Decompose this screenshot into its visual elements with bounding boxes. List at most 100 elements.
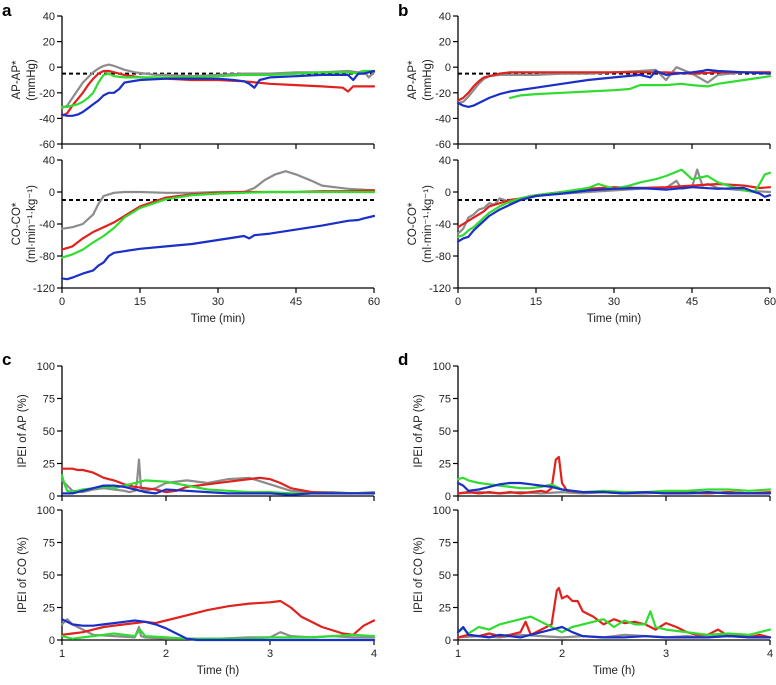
- plot-a-top: -60 -40 -20 0 20 40 AP-AP* (mmHg): [11, 11, 376, 151]
- y-tick-label: 75: [43, 538, 55, 550]
- y-tick-label: 25: [43, 459, 55, 471]
- y-tick-label: 0: [49, 62, 55, 74]
- y-axis-label: (ml·min⁻¹·kg⁻¹): [422, 185, 434, 263]
- series-line-green: [456, 168, 772, 238]
- x-tick-label: 4: [767, 648, 773, 660]
- y-tick-label: -80: [435, 251, 451, 263]
- y-tick-label: 100: [37, 361, 55, 373]
- y-tick-label: 0: [445, 187, 451, 199]
- series-line-grey: [456, 66, 772, 105]
- x-tick-label: 3: [663, 648, 669, 660]
- series-line-red: [456, 455, 772, 495]
- x-axis-label: Time (min): [191, 313, 246, 325]
- series-line-grey: [60, 170, 376, 230]
- series-line-blue: [456, 68, 772, 109]
- y-tick-label: 100: [37, 505, 55, 517]
- panel-label-b: b: [398, 1, 408, 20]
- y-axis-label: (ml·min⁻¹·kg⁻¹): [26, 185, 38, 263]
- x-tick-label: 2: [559, 648, 565, 660]
- y-axis-label: CO-CO*: [11, 202, 23, 245]
- series-line-red: [456, 71, 772, 102]
- y-tick-label: 50: [43, 570, 55, 582]
- y-tick-label: -80: [39, 251, 55, 263]
- plot-b-bottom: -120 -80 -40 0 40 0 15 30 45 60 Time (min) CO-CO* (m…: [407, 155, 776, 325]
- panel-label-a: a: [2, 1, 12, 20]
- series-line-red: [456, 586, 772, 639]
- panel-label-c: c: [2, 350, 11, 369]
- plot-c-bottom: 0 25 50 75 100 1 2 3 4 Time (h) IPEI of CO (%): [17, 505, 377, 677]
- series-line-blue: [456, 186, 772, 243]
- series-line-blue: [60, 69, 376, 117]
- x-tick-label: 1: [59, 648, 65, 660]
- y-tick-label: 75: [43, 394, 55, 406]
- series-line-grey: [60, 458, 376, 495]
- x-tick-label: 1: [455, 648, 461, 660]
- x-axis-label: Time (h): [593, 665, 636, 677]
- y-tick-label: 20: [43, 37, 55, 49]
- y-axis-label: (mmHg): [422, 59, 434, 101]
- y-tick-label: -20: [39, 88, 55, 100]
- panel-label-d: d: [398, 350, 408, 369]
- plot-b-top: -60 -40 -20 0 20 40 AP-AP* (mmHg): [407, 11, 772, 151]
- y-tick-label: 100: [433, 505, 451, 517]
- y-tick-label: -40: [39, 113, 55, 125]
- x-tick-label: 4: [371, 648, 377, 660]
- x-tick-label: 60: [368, 296, 380, 308]
- y-tick-label: -40: [435, 113, 451, 125]
- x-tick-label: 45: [686, 296, 698, 308]
- y-tick-label: 50: [439, 570, 451, 582]
- y-tick-label: 0: [49, 491, 55, 503]
- plot-d-bottom: 0 25 50 75 100 1 2 3 4 Time (h) IPEI of CO (%): [413, 505, 773, 677]
- plot-a-bottom: -120 -80 -40 0 40 0 15 30 45 60 Time (min) CO-CO* (m…: [11, 155, 380, 325]
- y-axis-label: IPEI of CO (%): [17, 537, 29, 613]
- y-tick-label: -40: [435, 219, 451, 231]
- y-tick-label: -40: [39, 219, 55, 231]
- y-tick-label: -120: [429, 283, 451, 295]
- y-tick-label: 0: [49, 187, 55, 199]
- y-tick-label: 0: [445, 635, 451, 647]
- y-tick-label: 50: [43, 426, 55, 438]
- series-line-blue: [456, 481, 772, 495]
- y-tick-label: 20: [439, 37, 451, 49]
- x-tick-label: 15: [530, 296, 542, 308]
- y-tick-label: 25: [43, 603, 55, 615]
- y-tick-label: -120: [33, 283, 55, 295]
- series-line-green: [456, 476, 772, 494]
- y-tick-label: 25: [439, 459, 451, 471]
- series-line-green: [456, 610, 772, 636]
- y-axis-label: AP-AP*: [11, 60, 23, 100]
- y-tick-label: 50: [439, 426, 451, 438]
- x-tick-label: 45: [290, 296, 302, 308]
- plot-c-top: 0 25 50 75 100 IPEI of AP (%): [17, 361, 376, 503]
- y-axis-label: AP-AP*: [407, 60, 419, 100]
- y-tick-label: 75: [439, 538, 451, 550]
- x-tick-label: 0: [455, 296, 461, 308]
- y-tick-label: 40: [439, 11, 451, 23]
- x-tick-label: 60: [764, 296, 776, 308]
- y-tick-label: 0: [49, 635, 55, 647]
- series-line-green: [60, 69, 376, 109]
- series-line-green: [60, 190, 376, 259]
- x-axis-label: Time (min): [587, 313, 642, 325]
- x-tick-label: 2: [163, 648, 169, 660]
- y-axis-label: IPEI of AP (%): [413, 394, 425, 467]
- series-line-blue: [60, 484, 376, 496]
- x-tick-label: 30: [608, 296, 620, 308]
- x-axis-label: Time (h): [197, 665, 240, 677]
- x-tick-label: 15: [134, 296, 146, 308]
- y-tick-label: 0: [445, 491, 451, 503]
- y-tick-label: -60: [435, 139, 451, 151]
- y-tick-label: 75: [439, 394, 451, 406]
- y-tick-label: 40: [439, 155, 451, 167]
- x-tick-label: 3: [267, 648, 273, 660]
- series-line-blue: [60, 214, 376, 281]
- series-line-green: [60, 628, 376, 640]
- y-tick-label: 40: [43, 155, 55, 167]
- series-line-green: [60, 474, 376, 495]
- plot-d-top: 0 25 50 75 100 IPEI of AP (%): [413, 361, 772, 503]
- x-tick-label: 30: [212, 296, 224, 308]
- y-axis-label: IPEI of CO (%): [413, 537, 425, 613]
- y-tick-label: -20: [435, 88, 451, 100]
